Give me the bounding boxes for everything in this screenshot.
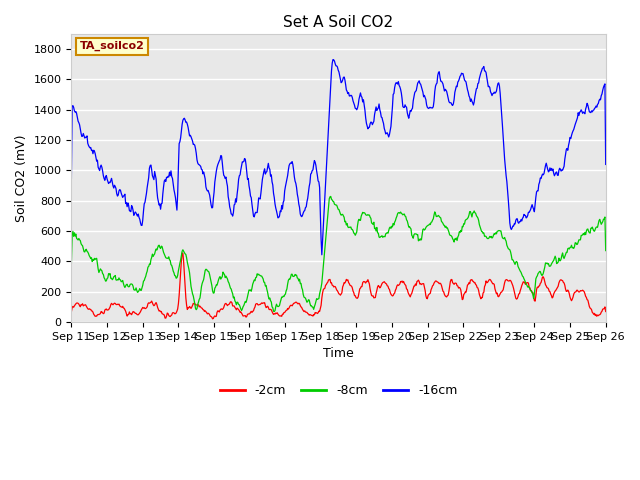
Line: -8cm: -8cm xyxy=(72,196,605,312)
-16cm xyxy=(214,160,222,166)
-2cm xyxy=(602,309,609,314)
-2cm xyxy=(405,291,413,297)
-8cm xyxy=(420,227,428,233)
-8cm xyxy=(271,309,278,314)
-16cm xyxy=(329,57,337,62)
-2cm xyxy=(209,316,216,322)
Text: TA_soilco2: TA_soilco2 xyxy=(79,41,144,51)
Y-axis label: Soil CO2 (mV): Soil CO2 (mV) xyxy=(15,134,28,222)
-16cm xyxy=(602,162,609,168)
X-axis label: Time: Time xyxy=(323,347,354,360)
-8cm xyxy=(68,260,76,266)
-2cm xyxy=(132,311,140,316)
Legend: -2cm, -8cm, -16cm: -2cm, -8cm, -16cm xyxy=(215,379,462,402)
-16cm xyxy=(77,131,85,136)
-2cm xyxy=(179,250,186,256)
Line: -16cm: -16cm xyxy=(72,60,605,255)
-8cm xyxy=(132,285,140,291)
-8cm xyxy=(405,224,413,230)
Title: Set A Soil CO2: Set A Soil CO2 xyxy=(284,15,394,30)
-16cm xyxy=(68,175,76,181)
-2cm xyxy=(420,284,428,290)
-16cm xyxy=(132,210,140,216)
-16cm xyxy=(420,93,428,98)
-8cm xyxy=(77,241,85,247)
-8cm xyxy=(327,193,335,199)
-8cm xyxy=(602,248,609,253)
Line: -2cm: -2cm xyxy=(72,253,605,319)
-16cm xyxy=(186,132,194,138)
-8cm xyxy=(186,277,194,283)
-16cm xyxy=(318,252,326,258)
-2cm xyxy=(188,305,195,311)
-2cm xyxy=(77,302,85,308)
-2cm xyxy=(216,307,224,313)
-2cm xyxy=(68,309,76,314)
-8cm xyxy=(214,277,222,283)
-16cm xyxy=(405,115,413,121)
